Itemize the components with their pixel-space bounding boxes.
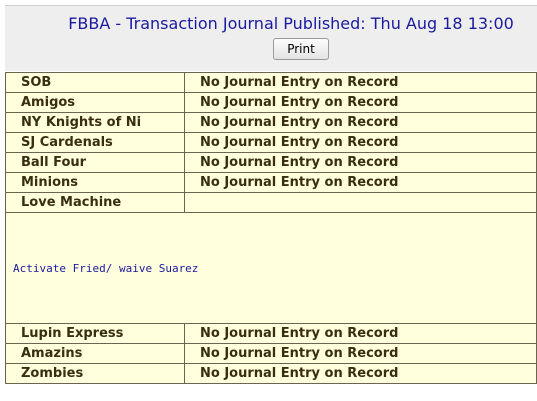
journal-note-row: Activate Fried/ waive Suarez	[5, 212, 537, 324]
journal-table: SOB No Journal Entry on Record Amigos No…	[5, 72, 537, 384]
team-name: Minions	[5, 172, 185, 193]
table-row: Lupin Express No Journal Entry on Record	[5, 323, 537, 344]
journal-entry: No Journal Entry on Record	[184, 132, 537, 153]
team-name: Amigos	[5, 92, 185, 113]
journal-note: Activate Fried/ waive Suarez	[5, 212, 537, 324]
team-name: Lupin Express	[5, 323, 185, 344]
table-row: Amazins No Journal Entry on Record	[5, 343, 537, 364]
print-button[interactable]: Print	[273, 38, 329, 60]
table-row: Ball Four No Journal Entry on Record	[5, 152, 537, 173]
page-title: FBBA - Transaction Journal Published: Th…	[68, 14, 514, 33]
table-row: SJ Cardenals No Journal Entry on Record	[5, 132, 537, 153]
team-name: SJ Cardenals	[5, 132, 185, 153]
journal-entry	[184, 192, 537, 213]
team-name: Love Machine	[5, 192, 185, 213]
team-name: NY Knights of Ni	[5, 112, 185, 133]
table-row: Love Machine	[5, 192, 537, 213]
table-row: SOB No Journal Entry on Record	[5, 72, 537, 93]
table-row: Zombies No Journal Entry on Record	[5, 363, 537, 384]
table-row: NY Knights of Ni No Journal Entry on Rec…	[5, 112, 537, 133]
team-name: Ball Four	[5, 152, 185, 173]
journal-entry: No Journal Entry on Record	[184, 72, 537, 93]
journal-entry: No Journal Entry on Record	[184, 343, 537, 364]
journal-entry: No Journal Entry on Record	[184, 363, 537, 384]
table-row: Amigos No Journal Entry on Record	[5, 92, 537, 113]
journal-header: FBBA - Transaction Journal Published: Th…	[5, 5, 537, 71]
team-name: Zombies	[5, 363, 185, 384]
journal-entry: No Journal Entry on Record	[184, 112, 537, 133]
journal-entry: No Journal Entry on Record	[184, 152, 537, 173]
journal-entry: No Journal Entry on Record	[184, 92, 537, 113]
journal-entry: No Journal Entry on Record	[184, 172, 537, 193]
team-name: Amazins	[5, 343, 185, 364]
team-name: SOB	[5, 72, 185, 93]
journal-entry: No Journal Entry on Record	[184, 323, 537, 344]
table-row: Minions No Journal Entry on Record	[5, 172, 537, 193]
